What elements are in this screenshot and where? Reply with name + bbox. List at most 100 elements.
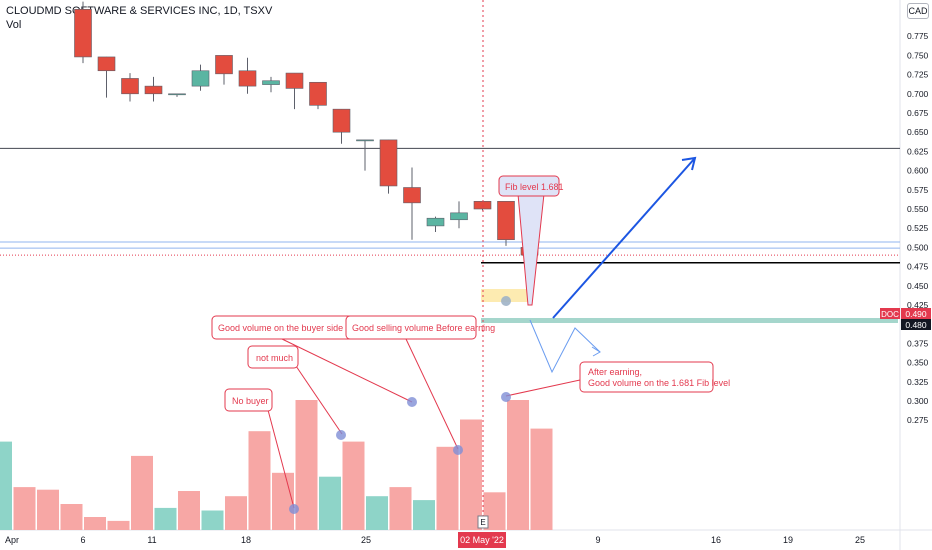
volume-bar	[225, 496, 247, 530]
callout-line-buyer	[281, 338, 413, 403]
callout-box-not-much[interactable]	[247, 345, 299, 369]
marker-circle	[407, 397, 417, 407]
marker-circle	[501, 392, 511, 402]
candle-body[interactable]	[379, 139, 398, 187]
price-tick-label: 0.650	[907, 127, 929, 137]
time-tick-label: 25	[361, 535, 371, 545]
volume-bar	[413, 500, 435, 530]
bullish-projection-arrow[interactable]	[552, 157, 696, 319]
callout-text-no-buyer: No buyer	[232, 396, 269, 406]
price-tick-label: 0.275	[907, 415, 929, 425]
candle-body[interactable]	[309, 81, 327, 106]
price-tick-label: 0.625	[907, 146, 929, 156]
candle-body[interactable]	[285, 72, 304, 89]
price-tick-label: 0.575	[907, 185, 929, 195]
volume-bar	[460, 419, 482, 530]
candle-body[interactable]	[215, 55, 233, 75]
candle-body[interactable]	[74, 9, 92, 58]
price-tick-label: 0.425	[907, 300, 929, 310]
callout-box-fib[interactable]	[498, 175, 560, 197]
candle-body[interactable]	[403, 187, 421, 204]
volume-bar	[436, 446, 459, 530]
candle-body[interactable]	[262, 80, 280, 85]
candle-body[interactable]	[144, 85, 163, 95]
earnings-marker[interactable]	[477, 515, 489, 529]
doc-name-tag	[880, 308, 900, 319]
candle-body[interactable]	[168, 93, 186, 96]
callout-box-no-buyer[interactable]	[224, 388, 273, 412]
candle-body[interactable]	[121, 78, 139, 95]
candlesticks	[74, 1, 539, 259]
candle-body[interactable]	[97, 56, 116, 72]
price-tick-label: 0.725	[907, 70, 929, 80]
doc-price-tag	[901, 308, 931, 319]
callout-text-not-much: not much	[256, 353, 293, 363]
price-tick-label: 0.375	[907, 338, 929, 348]
candle-body[interactable]	[426, 217, 445, 227]
price-tick-label: 0.675	[907, 108, 929, 118]
price-axis: 0.775 0.750 0.725 0.700 0.675 0.650 0.625 0.600…	[907, 31, 929, 425]
volume-bar	[107, 520, 130, 530]
callout-text-selling: Good selling volume Before earning	[352, 323, 495, 333]
callout-box-after-earning[interactable]	[579, 361, 714, 393]
price-tick-label: 0.550	[907, 204, 929, 214]
time-tick-label: 25	[855, 535, 865, 545]
price-tick-label: 0.700	[907, 89, 929, 99]
symbol-title: CLOUDMD SOFTWARE & SERVICES INC, 1D, TSX…	[6, 5, 273, 17]
time-tick-label: 9	[595, 535, 600, 545]
level-price-tag	[901, 319, 931, 330]
volume-bar	[366, 496, 388, 530]
horizontal-levels	[0, 147, 900, 264]
callout-line-no-buyer	[267, 409, 295, 509]
currency-badge[interactable]: CAD	[907, 3, 929, 19]
zigzag-projection-path[interactable]	[529, 319, 601, 374]
volume-bar	[530, 428, 553, 530]
candle-body[interactable]	[332, 108, 351, 133]
earnings-marker-label: E	[480, 518, 485, 527]
marker-circle	[289, 504, 299, 514]
volume-bar	[319, 476, 341, 530]
volume-bar	[178, 491, 200, 530]
level-price-tag-text: 0.480	[905, 320, 927, 330]
volume-bar	[272, 472, 294, 530]
doc-name-tag-text: DOC	[881, 310, 899, 319]
volume-bar	[295, 400, 318, 530]
candle-body[interactable]	[238, 70, 257, 87]
volume-bars	[0, 400, 553, 530]
price-tick-label: 0.600	[907, 166, 929, 176]
price-tick-label: 0.750	[907, 50, 929, 60]
callout-text-after-earning-2: Good volume on the 1.681 Fib level	[588, 378, 730, 388]
volume-bar	[60, 504, 83, 530]
volume-legend-label: Vol	[6, 19, 22, 31]
price-tick-label: 0.300	[907, 396, 929, 406]
volume-bar	[507, 400, 529, 530]
volume-bar	[342, 441, 365, 530]
volume-bar	[248, 431, 271, 530]
marker-circle	[501, 296, 511, 306]
callout-line-selling	[405, 338, 459, 450]
volume-bar	[0, 441, 12, 530]
candle-body[interactable]	[450, 212, 468, 221]
bullish-arrow-head-icon	[681, 156, 697, 171]
support-band	[481, 318, 898, 323]
candle-body[interactable]	[356, 139, 374, 142]
callout-box-selling[interactable]	[345, 315, 477, 340]
volume-bar	[131, 455, 153, 530]
time-axis: Apr 6 11 18 25 9 16 19 25	[5, 535, 865, 545]
callout-line-after-earning	[505, 379, 581, 397]
zigzag-arrow-head-icon	[591, 346, 601, 357]
callout-text-buyer: Good volume on the buyer side	[218, 323, 343, 333]
price-tick-label: 0.500	[907, 242, 929, 252]
price-tick-label: 0.350	[907, 358, 929, 368]
time-tick-label: Apr	[5, 535, 19, 545]
time-tick-label: 18	[241, 535, 251, 545]
time-tick-label: 6	[80, 535, 85, 545]
callout-text-fib: Fib level 1.681	[505, 182, 564, 192]
date-highlight-tag-text: 02 May '22	[460, 535, 504, 545]
candle-body[interactable]	[497, 201, 515, 241]
candle-body[interactable]	[191, 70, 210, 87]
volume-bar	[37, 489, 59, 530]
callout-text-after-earning-1: After earning,	[588, 367, 642, 377]
volume-bar	[389, 487, 412, 530]
